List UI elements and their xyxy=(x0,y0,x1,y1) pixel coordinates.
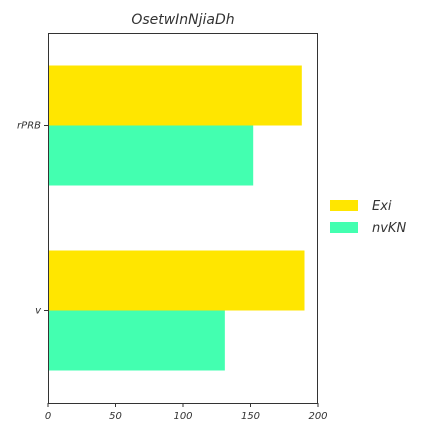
bars xyxy=(48,65,305,371)
bar-nvKN-v xyxy=(48,310,225,371)
y-tick-label: rPRB xyxy=(17,121,41,132)
x-tick-label: 50 xyxy=(109,411,122,422)
chart-title: OsetwInNjiaDh xyxy=(131,12,234,28)
x-tick-label: 100 xyxy=(173,411,192,422)
bar-Exi-v xyxy=(48,250,305,311)
legend-label-Exi: Exi xyxy=(372,199,392,214)
y-tick-label: v xyxy=(35,306,42,317)
x-tick-label: 200 xyxy=(308,411,327,422)
x-tick-label: 0 xyxy=(45,411,51,422)
x-tick-label: 150 xyxy=(241,411,260,422)
bar-Exi-rPRB xyxy=(48,65,302,126)
legend-swatch-Exi xyxy=(330,200,358,211)
legend-label-nvKN: nvKN xyxy=(372,221,406,236)
x-axis: 0 50 100 150 200 xyxy=(45,403,328,422)
legend-swatch-nvKN xyxy=(330,222,358,233)
legend: Exi nvKN xyxy=(330,199,406,236)
y-axis: rPRB v xyxy=(17,121,48,317)
bar-nvKN-rPRB xyxy=(48,125,254,186)
